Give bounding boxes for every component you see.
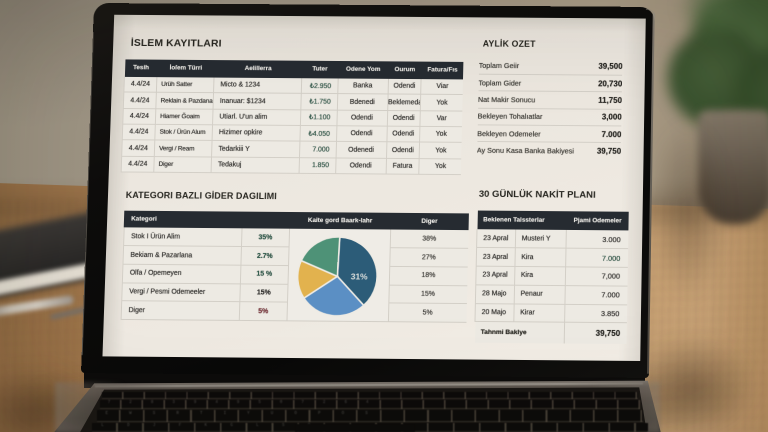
- svg-text:31%: 31%: [350, 272, 368, 281]
